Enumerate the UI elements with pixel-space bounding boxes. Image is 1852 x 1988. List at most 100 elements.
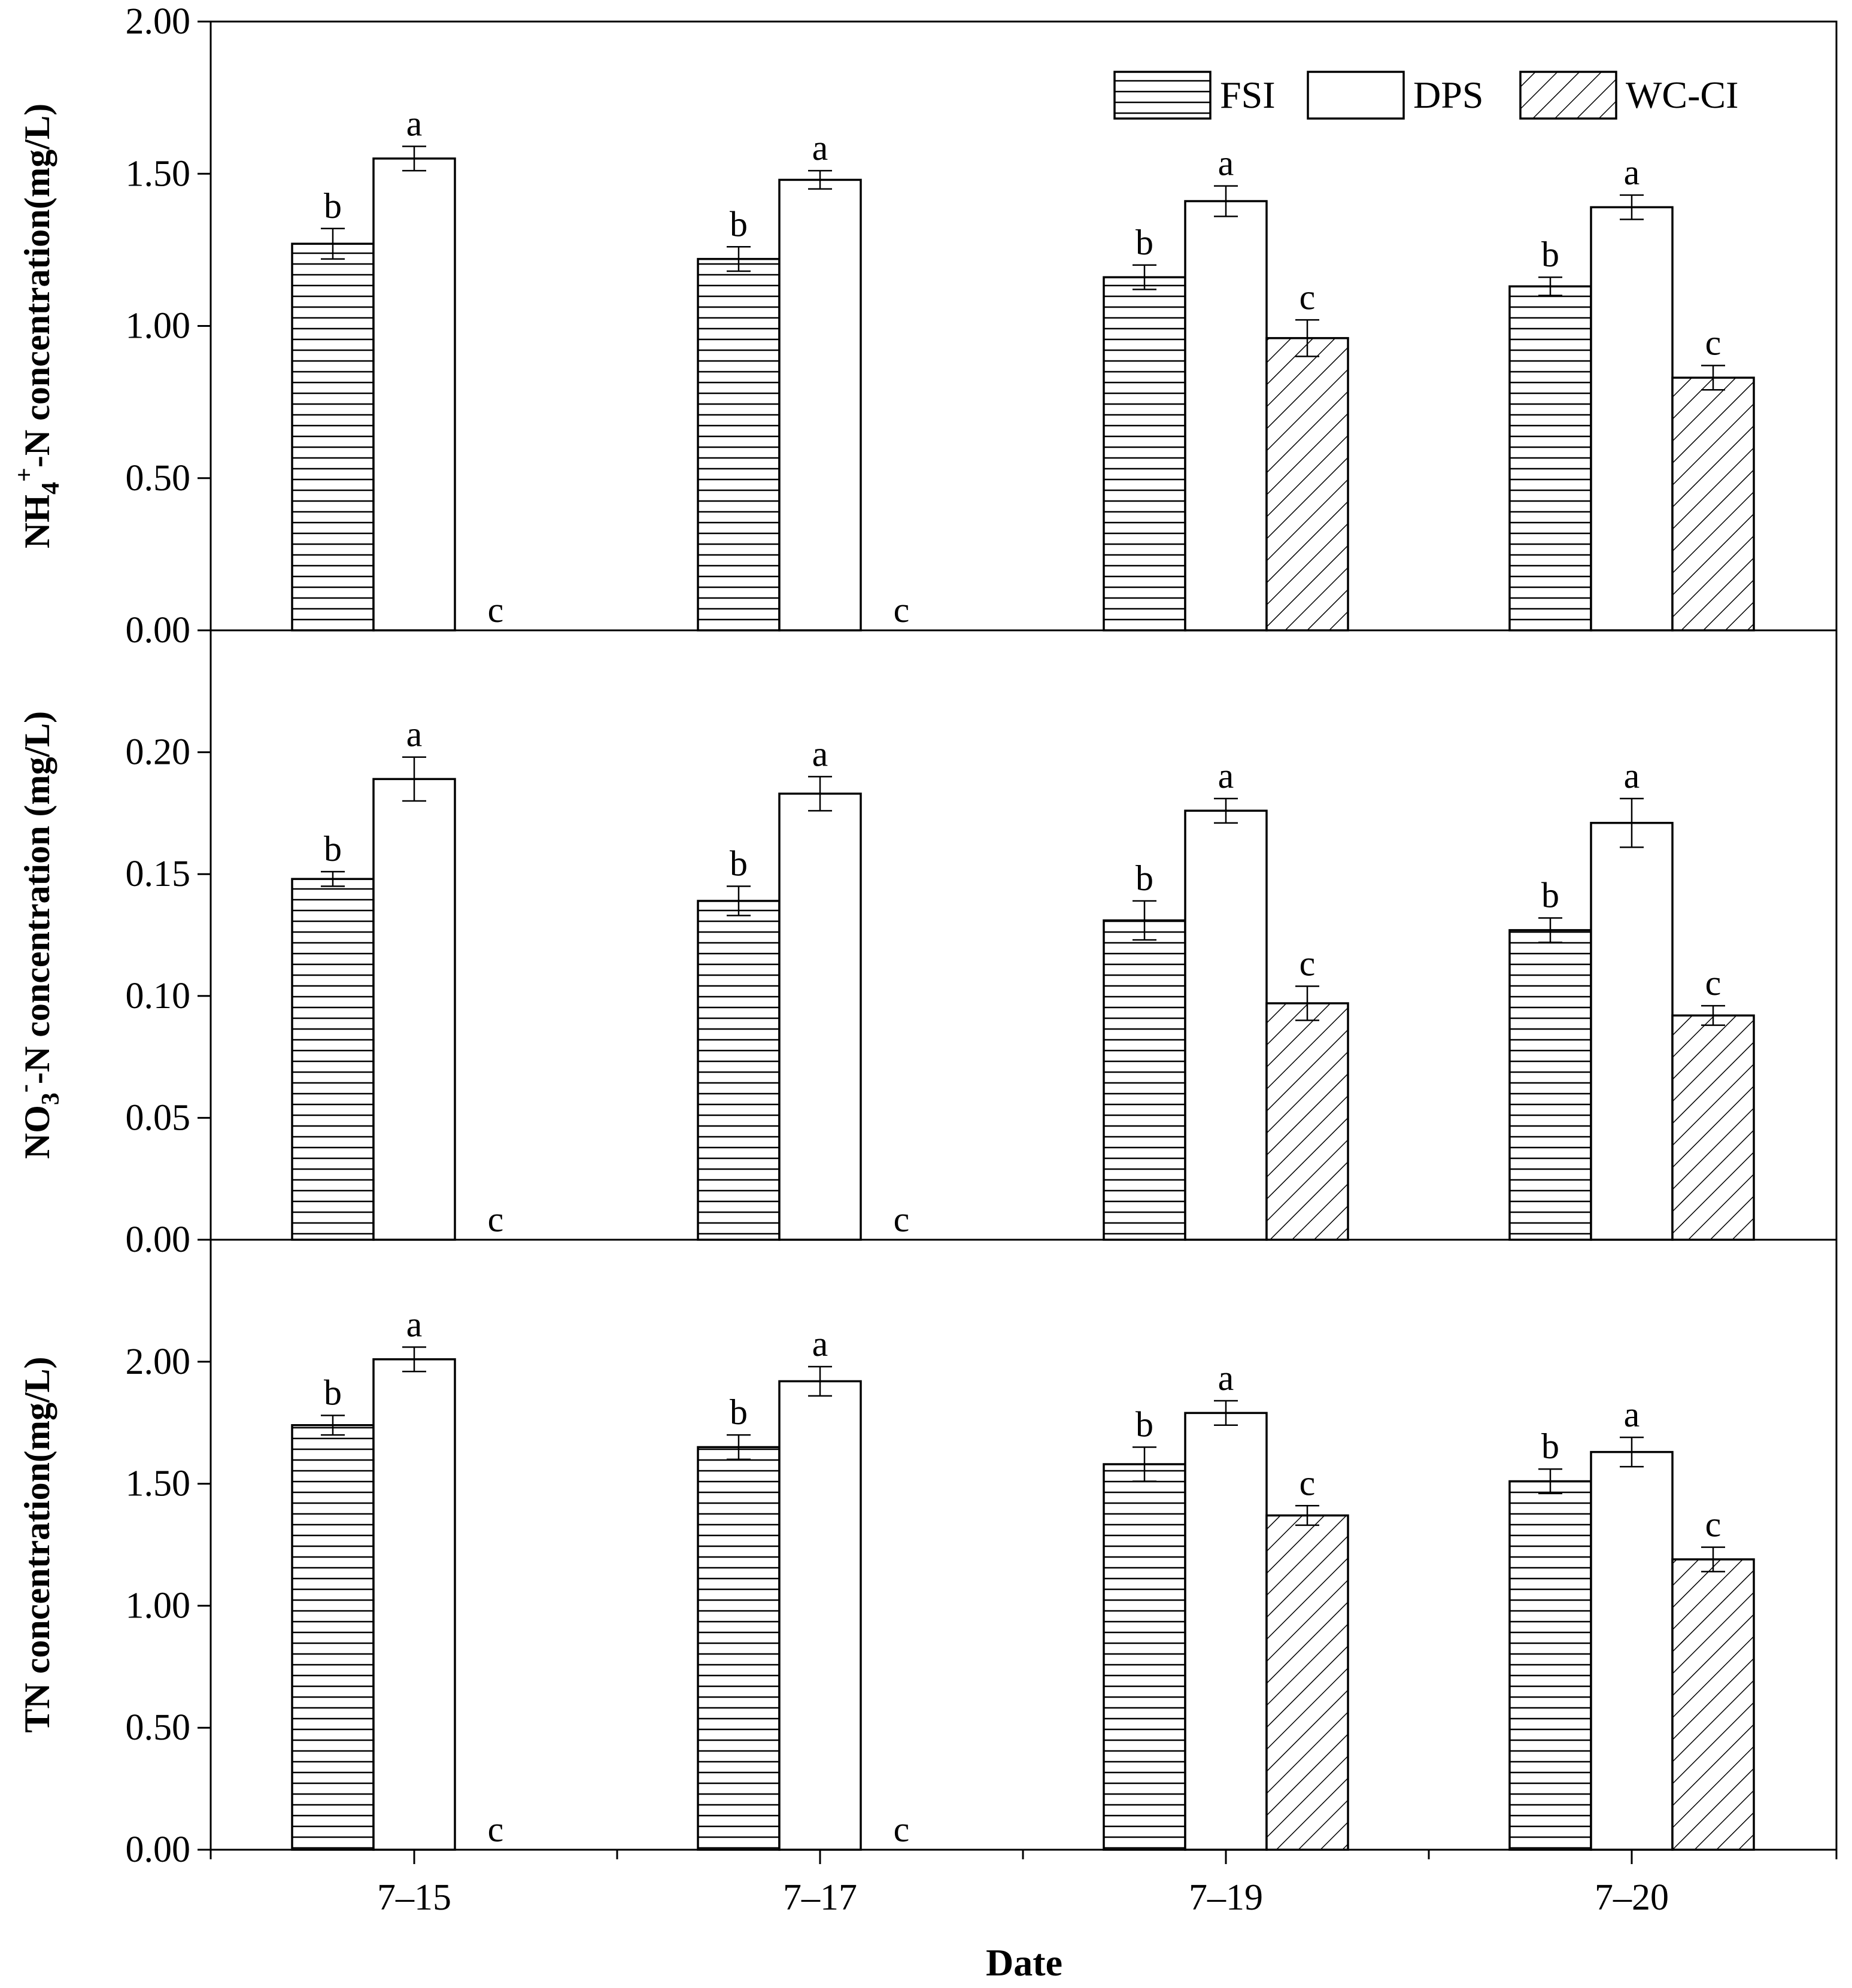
panel-3: 0.00 0.50 1.00 1.50 2.00 b a c b a c b a c b a c TN conce…: [17, 1239, 1838, 1870]
error-bar: [808, 1365, 832, 1397]
bar-wc-ci: [1265, 1002, 1349, 1241]
y-tick-label: 2.00: [126, 1341, 191, 1382]
bar-dps: [1184, 809, 1268, 1241]
y-tick-label: 2.00: [126, 1, 191, 42]
significance-letter: a: [1624, 153, 1640, 192]
bar-dps: [778, 1380, 862, 1851]
bar-fsi: [1103, 276, 1186, 632]
bar-fsi: [697, 257, 781, 632]
error-bar: [1133, 264, 1156, 290]
y-tick-label: 0.15: [126, 854, 191, 894]
significance-letter: b: [730, 844, 748, 884]
error-bar: [727, 1434, 751, 1461]
error-bar: [1620, 1436, 1644, 1468]
significance-letter: b: [730, 204, 748, 244]
error-bar: [1214, 1400, 1238, 1426]
bar-dps: [1590, 1450, 1674, 1851]
significance-letter: c: [894, 1200, 910, 1239]
bar-dps: [778, 178, 862, 632]
panel-1: 0.00 0.50 1.00 1.50 2.00 b a c b a c b a c b a c NH4+-N c…: [11, 1, 1838, 651]
error-bar: [1701, 365, 1725, 391]
y-tick-label: 0.00: [126, 610, 191, 651]
y-tick-label: 0.05: [126, 1097, 191, 1138]
bar-fsi: [1508, 285, 1592, 632]
legend-item-fsi: FSI: [1113, 71, 1276, 120]
legend-label: FSI: [1220, 74, 1276, 116]
error-bar: [1620, 194, 1644, 220]
legend-label: DPS: [1413, 74, 1483, 116]
error-bar: [321, 1415, 345, 1436]
significance-letter: a: [406, 104, 423, 143]
bar-fsi: [291, 878, 375, 1241]
error-bar: [1620, 797, 1644, 848]
error-bar: [1538, 917, 1562, 943]
bar-wc-ci: [1671, 1558, 1755, 1851]
significance-letter: c: [1300, 1463, 1316, 1503]
significance-letter: a: [812, 128, 828, 168]
significance-letter: b: [324, 1373, 342, 1412]
significance-letter: a: [406, 1304, 423, 1344]
y-tick-label: 0.20: [126, 732, 191, 773]
y-tick-label: 0.00: [126, 1829, 191, 1870]
bar-dps: [1184, 1412, 1268, 1851]
significance-letter: a: [812, 734, 828, 773]
significance-letter: b: [1541, 1426, 1559, 1466]
significance-letter: b: [730, 1392, 748, 1432]
y-tick-label: 1.00: [126, 306, 191, 347]
bar-dps: [372, 778, 456, 1241]
error-bar: [1538, 276, 1562, 296]
x-tick-label: 7–15: [377, 1877, 451, 1918]
y-tick-label: 0.00: [126, 1219, 191, 1260]
significance-letter: c: [894, 1810, 910, 1849]
error-bar: [402, 756, 426, 802]
significance-letter: a: [406, 715, 423, 754]
bar-dps: [372, 1358, 456, 1851]
x-tick-label: 7–19: [1189, 1877, 1263, 1918]
x-axis: 7–15 7–17 7–19 7–20: [210, 1850, 1838, 1918]
bar-fsi: [1103, 919, 1186, 1241]
bar-dps: [778, 793, 862, 1241]
bar-fsi: [697, 1446, 781, 1851]
error-bar: [402, 1346, 426, 1373]
x-tick-label: 7–20: [1595, 1877, 1669, 1918]
error-bar: [1133, 1446, 1156, 1482]
bar-fsi: [697, 900, 781, 1241]
error-bar: [1538, 1468, 1562, 1495]
significance-letter: b: [1136, 223, 1153, 262]
bar-dps: [372, 157, 456, 632]
significance-letter: b: [1541, 875, 1559, 915]
legend-swatch: [1519, 71, 1617, 120]
error-bar: [1701, 1546, 1725, 1573]
y-tick-label: 0.10: [126, 976, 191, 1016]
significance-letter: c: [1300, 277, 1316, 317]
y-axis-label: NH4+-N concentration(mg/L): [11, 104, 65, 548]
significance-letter: c: [1705, 323, 1722, 363]
y-axis-label: TN concentration(mg/L): [17, 1356, 57, 1732]
error-bar: [402, 145, 426, 172]
panels: 0.00 0.50 1.00 1.50 2.00 b a c b a c b a c b a c NH4+-N c…: [11, 1, 1838, 1918]
legend-label: WC-CI: [1626, 74, 1738, 116]
error-bar: [1133, 900, 1156, 941]
significance-letter: a: [1624, 756, 1640, 796]
error-bar: [1701, 1004, 1725, 1026]
significance-letter: b: [324, 186, 342, 226]
error-bar: [727, 885, 751, 916]
error-bar: [1295, 319, 1319, 357]
y-tick-label: 0.50: [126, 458, 191, 499]
y-tick-label: 1.00: [126, 1585, 191, 1626]
significance-letter: b: [1136, 1404, 1153, 1444]
y-axis-label: NO3--N concentration (mg/L): [11, 711, 65, 1159]
legend-swatch: [1307, 71, 1405, 120]
error-bar: [321, 227, 345, 260]
bar-dps: [1184, 200, 1268, 632]
y-tick-label: 1.50: [126, 1464, 191, 1504]
bar-dps: [1590, 821, 1674, 1241]
x-axis-label: Date: [986, 1941, 1062, 1984]
legend-item-wc-ci: WC-CI: [1519, 71, 1738, 120]
legend-item-dps: DPS: [1307, 71, 1483, 120]
significance-letter: c: [488, 1810, 504, 1849]
legend: FSI DPS WC-CI: [1113, 71, 1738, 120]
significance-letter: a: [1218, 1358, 1234, 1398]
significance-letter: a: [1218, 756, 1234, 796]
